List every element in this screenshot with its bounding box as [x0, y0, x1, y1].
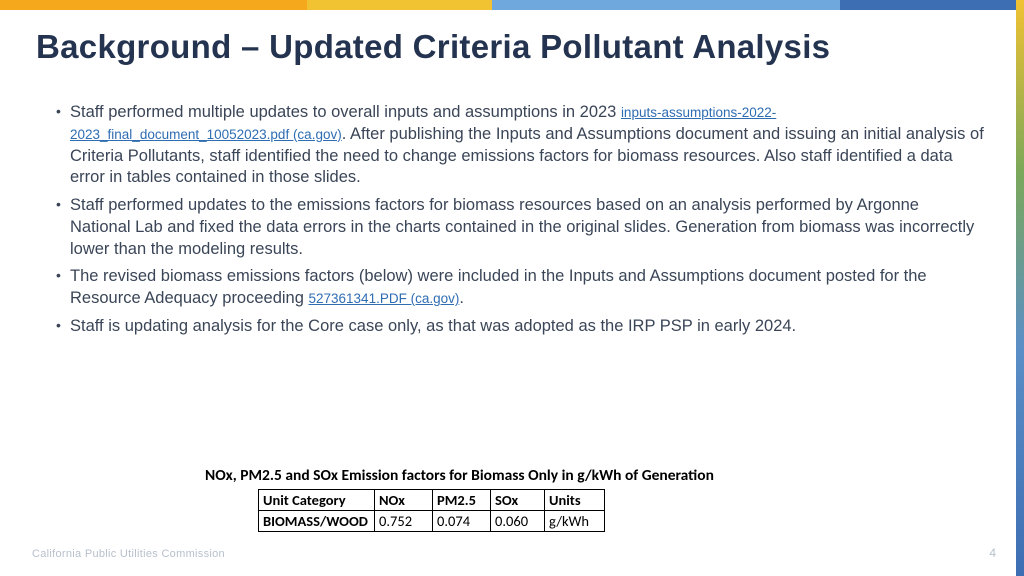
stripe-segment [307, 0, 491, 10]
stripe-segment [840, 0, 1024, 10]
bullet-text: The revised biomass emissions factors (b… [70, 267, 927, 307]
bullet-list: Staff performed multiple updates to over… [56, 102, 984, 338]
cell-nox: 0.752 [375, 511, 433, 532]
col-header: Units [545, 490, 605, 511]
bullet-item: Staff performed multiple updates to over… [56, 102, 984, 189]
col-header: SOx [491, 490, 545, 511]
bullet-item: The revised biomass emissions factors (b… [56, 266, 984, 310]
bullet-text: Staff is updating analysis for the Core … [70, 317, 796, 335]
bullet-text: . [459, 289, 464, 307]
stripe-segment [0, 0, 307, 10]
right-accent-stripe [1016, 0, 1024, 576]
slide: Background – Updated Criteria Pollutant … [0, 0, 1024, 576]
cell-sox: 0.060 [491, 511, 545, 532]
bullet-text: Staff performed multiple updates to over… [70, 103, 621, 121]
col-header: PM2.5 [433, 490, 491, 511]
col-header: Unit Category [259, 490, 375, 511]
link-ra-proceeding-pdf[interactable]: 527361341.PDF (ca.gov) [309, 291, 460, 306]
emissions-table: Unit Category NOx PM2.5 SOx Units BIOMAS… [258, 489, 605, 532]
bullet-item: Staff performed updates to the emissions… [56, 195, 984, 260]
col-header: NOx [375, 490, 433, 511]
slide-title: Background – Updated Criteria Pollutant … [36, 28, 988, 66]
table-caption: NOx, PM2.5 and SOx Emission factors for … [205, 466, 714, 485]
page-number: 4 [989, 546, 996, 560]
footer-org: California Public Utilities Commission [32, 548, 225, 560]
table-header-row: Unit Category NOx PM2.5 SOx Units [259, 490, 605, 511]
table-row: BIOMASS/WOOD 0.752 0.074 0.060 g/kWh [259, 511, 605, 532]
bullet-text: Staff performed updates to the emissions… [70, 196, 974, 258]
stripe-segment [492, 0, 840, 10]
bullet-item: Staff is updating analysis for the Core … [56, 316, 984, 338]
cell-unit-category: BIOMASS/WOOD [259, 511, 375, 532]
cell-units: g/kWh [545, 511, 605, 532]
top-accent-stripe [0, 0, 1024, 10]
slide-body: Staff performed multiple updates to over… [56, 102, 984, 344]
cell-pm25: 0.074 [433, 511, 491, 532]
